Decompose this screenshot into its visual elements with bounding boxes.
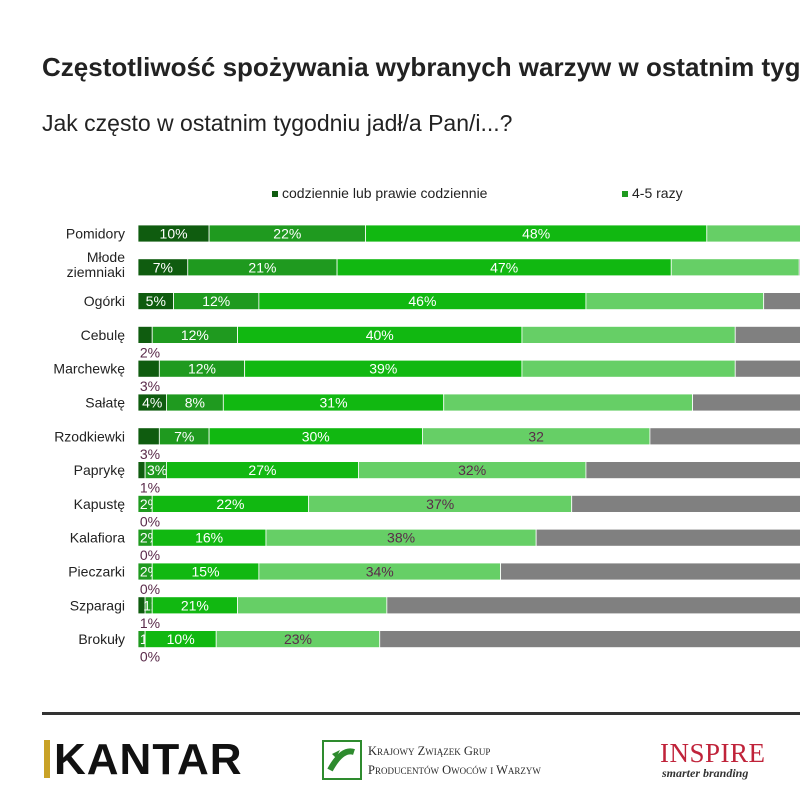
kzgp-logo-text: Krajowy Związek Grup Producentów Owoców …	[368, 742, 541, 780]
category-label: Cebulę	[81, 327, 126, 343]
kzgp-line-2: Producentów Owoców i Warzyw	[368, 763, 541, 777]
data-label: 3%	[140, 378, 160, 394]
category-label: ziemniaki	[67, 264, 125, 280]
bar-segment	[670, 258, 800, 277]
category-label: Ogórki	[84, 293, 125, 309]
bar-segment	[649, 427, 800, 446]
legend-item-4-5-razy: 4-5 razy	[622, 185, 683, 201]
data-label: 1%	[140, 615, 160, 631]
bar-segment	[734, 359, 800, 378]
data-label: 38%	[387, 530, 415, 546]
category-label: Młode	[87, 249, 125, 265]
data-label: 10%	[160, 226, 188, 242]
kzgp-line-1: Krajowy Związek Grup	[368, 744, 491, 758]
data-label: 34%	[366, 564, 394, 580]
kantar-logo: KANTAR	[44, 735, 243, 785]
data-label: 27%	[248, 462, 276, 478]
bar-segment	[443, 393, 693, 412]
data-label: 39%	[369, 361, 397, 377]
footer-divider	[42, 712, 800, 715]
data-label: 0%	[140, 547, 160, 563]
data-label: 46%	[408, 293, 436, 309]
category-label: Kalafiora	[70, 530, 125, 546]
bar-segment	[571, 494, 800, 513]
legend-swatch-codziennie	[272, 191, 278, 198]
data-label: 40%	[366, 327, 394, 343]
category-label: Pomidory	[66, 226, 125, 242]
kantar-logo-text: KANTAR	[54, 735, 243, 784]
bar-segment	[585, 292, 765, 311]
bar-segment	[692, 393, 800, 412]
data-label: 3%	[147, 462, 167, 478]
data-label: 8%	[185, 395, 205, 411]
category-label: Szparagi	[70, 597, 125, 613]
legend-swatch-4-5-razy	[622, 191, 628, 198]
category-label: Paprykę	[74, 462, 126, 478]
data-label: 0%	[140, 649, 160, 665]
data-label: 12%	[181, 327, 209, 343]
category-label: Marchewkę	[53, 361, 125, 377]
category-label: Sałatę	[85, 395, 125, 411]
category-label: Brokuły	[78, 631, 125, 647]
bar-segment	[386, 596, 800, 615]
data-label: 30%	[302, 428, 330, 444]
bar-segment	[237, 596, 388, 615]
kzgp-logo-icon	[322, 740, 362, 780]
data-label: 10%	[167, 631, 195, 647]
inspire-tagline: smarter branding	[662, 766, 749, 780]
bar-segment	[521, 359, 736, 378]
bar-segment	[535, 528, 800, 547]
data-label: 0%	[140, 581, 160, 597]
data-label: 21%	[181, 597, 209, 613]
data-label: 21%	[248, 259, 276, 275]
data-label: 1%	[140, 480, 160, 496]
legend-item-codziennie: codziennie lub prawie codziennie	[272, 185, 487, 201]
category-label: Rzodkiewki	[54, 428, 125, 444]
category-label: Pieczarki	[68, 564, 125, 580]
data-label: 37%	[426, 496, 454, 512]
data-label: 23%	[284, 631, 312, 647]
bar-segment	[521, 325, 736, 344]
inspire-logo: INSPIRE	[660, 738, 766, 768]
data-label: 32	[528, 428, 544, 444]
bar-segment	[763, 292, 800, 311]
data-label: 48%	[522, 226, 550, 242]
data-label: 4%	[142, 395, 162, 411]
bar-segment	[706, 224, 800, 243]
bar-segment	[137, 427, 160, 446]
data-label: 7%	[153, 259, 173, 275]
data-label: 31%	[320, 395, 348, 411]
data-label: 15%	[192, 564, 220, 580]
data-label: 22%	[273, 226, 301, 242]
bar-segment	[585, 461, 800, 480]
bar-segment	[734, 325, 800, 344]
category-label: Kapustę	[74, 496, 126, 512]
data-label: 47%	[490, 259, 518, 275]
data-label: 12%	[202, 293, 230, 309]
data-label: 16%	[195, 530, 223, 546]
bar-segment	[500, 562, 800, 581]
legend-label-codziennie: codziennie lub prawie codziennie	[282, 185, 488, 201]
bar-segment	[137, 359, 160, 378]
data-label: 0%	[140, 513, 160, 529]
data-label: 32%	[458, 462, 486, 478]
kantar-logo-bar	[44, 740, 50, 778]
bar-segment	[137, 461, 146, 480]
data-label: 12%	[188, 361, 216, 377]
legend-label-4-5-razy: 4-5 razy	[632, 185, 683, 201]
data-label: 22%	[216, 496, 244, 512]
data-label: 5%	[146, 293, 166, 309]
chart-title: Częstotliwość spożywania wybranych warzy…	[42, 52, 800, 82]
data-label: 7%	[174, 428, 194, 444]
data-label: 2%	[140, 344, 160, 360]
data-label: 3%	[140, 446, 160, 462]
bar-segment	[137, 325, 153, 344]
bar-segment	[379, 630, 800, 648]
chart-subtitle: Jak często w ostatnim tygodniu jadł/a Pa…	[42, 110, 513, 136]
